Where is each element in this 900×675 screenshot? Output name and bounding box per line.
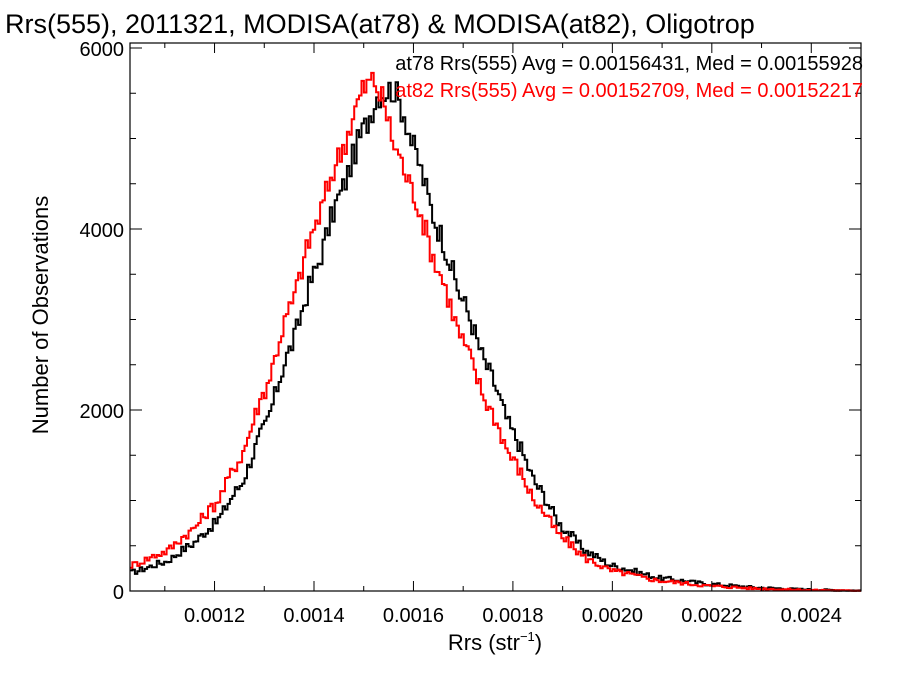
series-layer — [130, 71, 861, 592]
annotation-at82: at82 Rrs(555) Avg = 0.00152709, Med = 0.… — [395, 80, 863, 102]
x-tick-label: 0.0016 — [383, 605, 444, 627]
y-tick-label: 2000 — [80, 401, 125, 423]
series-at78-line — [130, 81, 861, 592]
x-tick-label: 0.0018 — [482, 605, 543, 627]
x-tick-label: 0.0014 — [283, 605, 344, 627]
annotation-at78: at78 Rrs(555) Avg = 0.00156431, Med = 0.… — [395, 53, 863, 75]
x-axis-label: Rrs (str−1) — [448, 629, 542, 655]
y-axis-label: Number of Observations — [28, 196, 53, 434]
x-axis-label-superscript: −1 — [520, 629, 535, 644]
x-tick-label: 0.0024 — [781, 605, 842, 627]
x-tick-label: 0.0020 — [582, 605, 643, 627]
chart-title: Rrs(555), 2011321, MODISA(at78) & MODISA… — [5, 9, 755, 39]
y-tick-label: 4000 — [80, 220, 125, 242]
series-at82-line — [130, 71, 861, 592]
x-tick-label: 0.0022 — [681, 605, 742, 627]
x-tick-label: 0.0012 — [184, 605, 245, 627]
x-axis-label-close: ) — [535, 630, 542, 655]
tick-layer: 0.0012 0.0014 0.0016 0.0018 0.0020 0.0022 0.00… — [80, 39, 861, 627]
x-axis-label-main: Rrs (str — [448, 630, 520, 655]
y-tick-label: 6000 — [80, 39, 125, 61]
y-tick-label: 0 — [113, 582, 124, 604]
plot-frame — [129, 42, 862, 592]
